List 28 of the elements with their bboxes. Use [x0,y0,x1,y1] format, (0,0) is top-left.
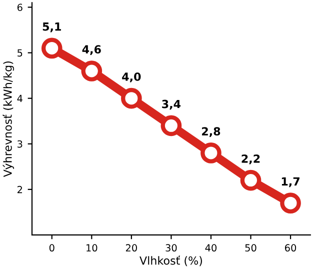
y-axis-title: Výhrevnosť (kWh/kg) [2,62,14,177]
point [121,88,142,109]
data-label: 4,0 [122,72,141,82]
y-tick-label: 4 [17,94,22,102]
x-tick-label: 60 [285,244,296,252]
point [200,142,222,164]
data-label: 3,4 [162,100,181,110]
x-tick-label: 10 [86,244,98,252]
data-label: 4,6 [82,45,101,55]
x-tick-label: 20 [126,244,137,252]
y-tick-label: 2 [18,186,22,194]
point [41,38,62,59]
x-axis-title: Vlhkosť (%) [140,256,202,266]
y-tick-label: 6 [17,4,22,12]
point [280,192,301,214]
data-label: 1,7 [282,177,300,188]
x-tick-label: 40 [205,244,217,252]
x-tick-label: 50 [245,244,256,252]
data-label: 2,8 [202,127,220,137]
x-tick-label: 0 [49,244,54,252]
data-label: 5,1 [42,22,61,32]
y-tick-label: 5 [18,49,22,57]
point [160,115,182,136]
x-tick-label: 30 [166,244,177,252]
point [240,170,262,191]
point [81,60,102,82]
y-tick-label: 3 [18,140,22,148]
data-label: 2,2 [242,154,260,164]
